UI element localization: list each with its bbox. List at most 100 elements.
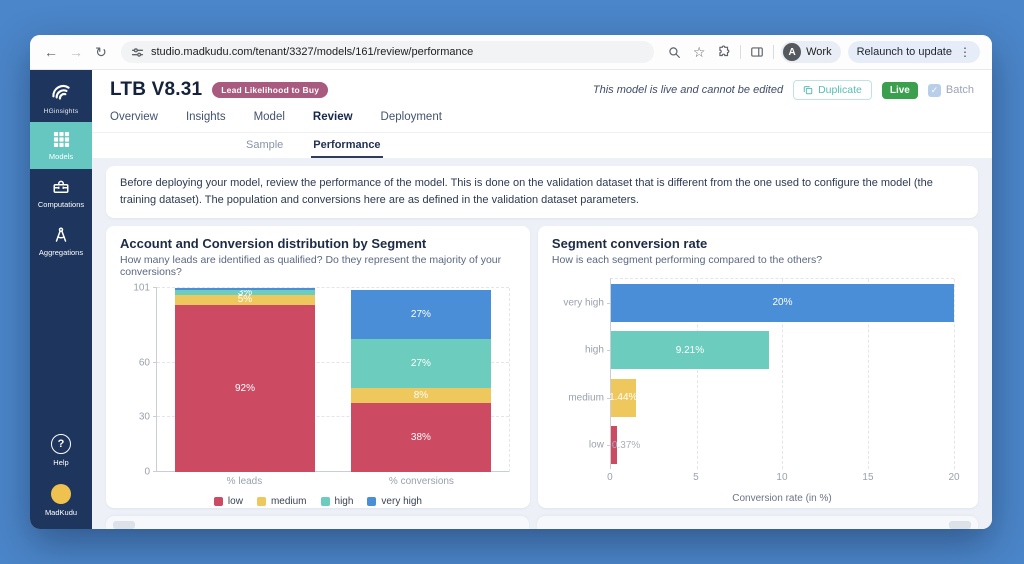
validation-notice: Before deploying your model, review the … (106, 166, 978, 219)
stacked-bar-leads[interactable]: 92% 5% 3% (174, 287, 316, 473)
legend-item-high[interactable]: high (320, 496, 353, 507)
x-category-labels: % leads % conversions (156, 476, 510, 487)
madkudu-avatar (51, 484, 71, 504)
browser-window: ← → ↻ studio.madkudu.com/tenant/3327/mod… (30, 35, 992, 529)
logo-label: HGinsights (43, 108, 79, 115)
bar-row-very-high: very high 20% (563, 279, 954, 327)
subtab-sample[interactable]: Sample (246, 139, 284, 151)
chart-subtitle: How is each segment performing compared … (551, 254, 823, 267)
conversion-rate-chart-card: Segment conversion rate How is each segm… (537, 226, 978, 508)
forward-button[interactable]: → (69, 44, 83, 60)
segment-value-label: 27% (410, 358, 431, 370)
toolbar-divider (773, 45, 775, 59)
tab-deployment[interactable]: Deployment (380, 111, 442, 123)
sidebar: HGinsights Models (30, 70, 92, 529)
y-tick-mark (153, 287, 157, 289)
segment-value-label: 8% (413, 390, 429, 402)
legend-item-medium[interactable]: medium (256, 496, 307, 507)
x-axis-label: Conversion rate (in %) (732, 493, 832, 505)
segment-value-label: 5% (237, 294, 253, 306)
account-label: MadKudu (44, 508, 78, 517)
conversion-bar-high[interactable]: 9.21% (610, 331, 769, 370)
legend-item-low[interactable]: low (213, 496, 243, 507)
y-tick-mark (153, 471, 157, 473)
sidebar-item-account[interactable]: MadKudu (30, 475, 92, 529)
sidebar-item-aggregations[interactable]: Aggregations (30, 217, 92, 265)
legend-label: very high (381, 496, 422, 508)
page-title: LTB V8.31 (110, 79, 203, 100)
x-category-label: % conversions (388, 476, 454, 488)
stacked-bar-conversions[interactable]: 38% 8% 27% 27% (350, 288, 492, 473)
tab-review[interactable]: Review (312, 111, 353, 123)
horizontal-bar-plot: very high 20% high 9.21% medium 1.44% low 0.37% (563, 278, 955, 470)
segment-value-label: 38% (410, 431, 431, 443)
x-tick-label: 15 (862, 472, 874, 484)
side-panel-icon[interactable] (748, 43, 766, 61)
bar-segment-high[interactable]: 3% (174, 287, 316, 299)
gridline (157, 287, 509, 289)
sidebar-item-models[interactable]: Models (30, 122, 92, 169)
partial-element (113, 521, 135, 529)
compass-icon (52, 226, 70, 244)
y-tick-mark (606, 445, 611, 447)
refresh-button[interactable]: ↻ (95, 44, 107, 60)
bar-value-label: 20% (772, 297, 793, 309)
duplicate-button[interactable]: Duplicate (793, 80, 872, 100)
y-category-label: high (585, 344, 604, 356)
review-subtabs: Sample Performance (92, 133, 992, 158)
zoom-icon[interactable] (665, 43, 683, 61)
sidebar-item-computations[interactable]: Computations (30, 169, 92, 217)
performance-content: Before deploying your model, review the … (92, 158, 992, 529)
chart-subtitle: How many leads are identified as qualifi… (120, 254, 502, 279)
tab-insights[interactable]: Insights (185, 111, 226, 123)
back-button[interactable]: ← (44, 44, 58, 60)
y-tick-mark (153, 361, 157, 363)
tab-overview[interactable]: Overview (110, 111, 158, 123)
conversion-bar-medium[interactable]: 1.44% (609, 378, 638, 417)
help-label: Help (53, 458, 69, 467)
chart-title: Account and Conversion distribution by S… (120, 236, 427, 252)
bar-value-label: 1.44% (609, 392, 638, 404)
legend-swatch (367, 497, 377, 507)
bar-value-label: 0.37% (611, 439, 641, 451)
chart-title: Segment conversion rate (551, 236, 708, 252)
batch-checkbox[interactable]: ✓ (927, 83, 941, 97)
y-tick-mark (606, 350, 611, 352)
bar-segment-very-high[interactable]: 27% (350, 289, 492, 340)
conversion-bar-low[interactable]: 0.37% (610, 426, 640, 465)
extensions-icon[interactable] (715, 43, 733, 61)
gridline (157, 361, 509, 363)
bar-segment-high[interactable]: 27% (350, 339, 492, 389)
bar-segment-very-high[interactable] (174, 288, 316, 290)
site-settings-icon[interactable] (131, 46, 144, 59)
subtab-performance[interactable]: Performance (311, 135, 383, 158)
segment-value-label: 3% (237, 287, 253, 299)
tab-model[interactable]: Model (253, 111, 285, 123)
conversion-bar-very-high[interactable]: 20% (610, 283, 954, 322)
bar-value-label: 9.21% (675, 344, 705, 356)
x-axis-ticks: 0 5 10 15 20 (607, 472, 959, 485)
y-tick-label: 60 (138, 357, 150, 369)
bookmark-star-icon[interactable]: ☆ (692, 44, 706, 60)
bar-segment-low[interactable]: 38% (350, 402, 492, 473)
partial-element (949, 521, 971, 529)
toolbar-divider (740, 45, 742, 59)
address-bar[interactable]: studio.madkudu.com/tenant/3327/models/16… (121, 41, 655, 63)
x-category-label: % leads (226, 476, 263, 488)
relaunch-button[interactable]: Relaunch to update ⋮ (847, 41, 980, 63)
browser-menu-icon[interactable]: ⋮ (959, 45, 971, 59)
sidebar-item-help[interactable]: ? Help (30, 425, 92, 475)
bar-segment-medium[interactable]: 8% (350, 388, 492, 403)
y-tick-label: 101 (133, 282, 150, 294)
bar-segment-low[interactable]: 92% (174, 304, 316, 473)
bar-row-high: high 9.21% (585, 327, 954, 375)
y-tick-label: 0 (144, 466, 150, 478)
legend-item-very-high[interactable]: very high (367, 496, 422, 507)
hg-insights-logo[interactable]: HGinsights (30, 70, 92, 122)
gridline (782, 279, 784, 470)
bar-segment-medium[interactable]: 5% (174, 294, 316, 306)
profile-chip[interactable]: A Work (781, 41, 841, 63)
batch-toggle[interactable]: ✓ Batch (927, 83, 974, 97)
toolbox-icon (52, 178, 70, 196)
